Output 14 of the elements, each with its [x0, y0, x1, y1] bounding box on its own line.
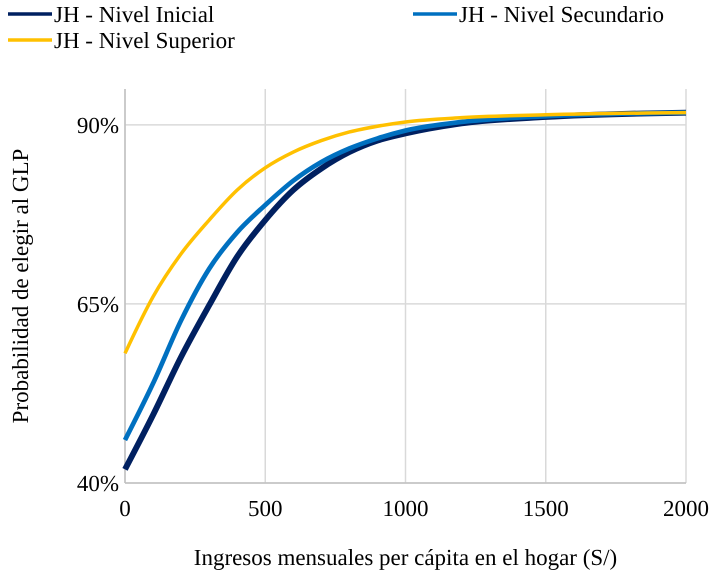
x-tick-label: 500 [248, 496, 282, 521]
x-tick-label: 2000 [663, 496, 709, 521]
y-tick-label: 90% [76, 112, 119, 138]
y-tick-label: 40% [76, 471, 119, 496]
legend-label: JH - Nivel Inicial [54, 2, 214, 28]
y-axis-title: Probabilidad de elegir al GLP [8, 148, 33, 424]
legend-label: JH - Nivel Superior [54, 28, 236, 54]
x-tick-label: 1000 [382, 496, 428, 521]
y-tick-label: 65% [76, 292, 119, 317]
x-tick-label: 1500 [522, 496, 569, 521]
legend-label: JH - Nivel Secundario [459, 2, 664, 28]
x-axis-title: Ingresos mensuales per cápita en el hogar (S/) [194, 545, 618, 570]
x-tick-label: 0 [119, 496, 131, 521]
line-series [123, 110, 688, 356]
